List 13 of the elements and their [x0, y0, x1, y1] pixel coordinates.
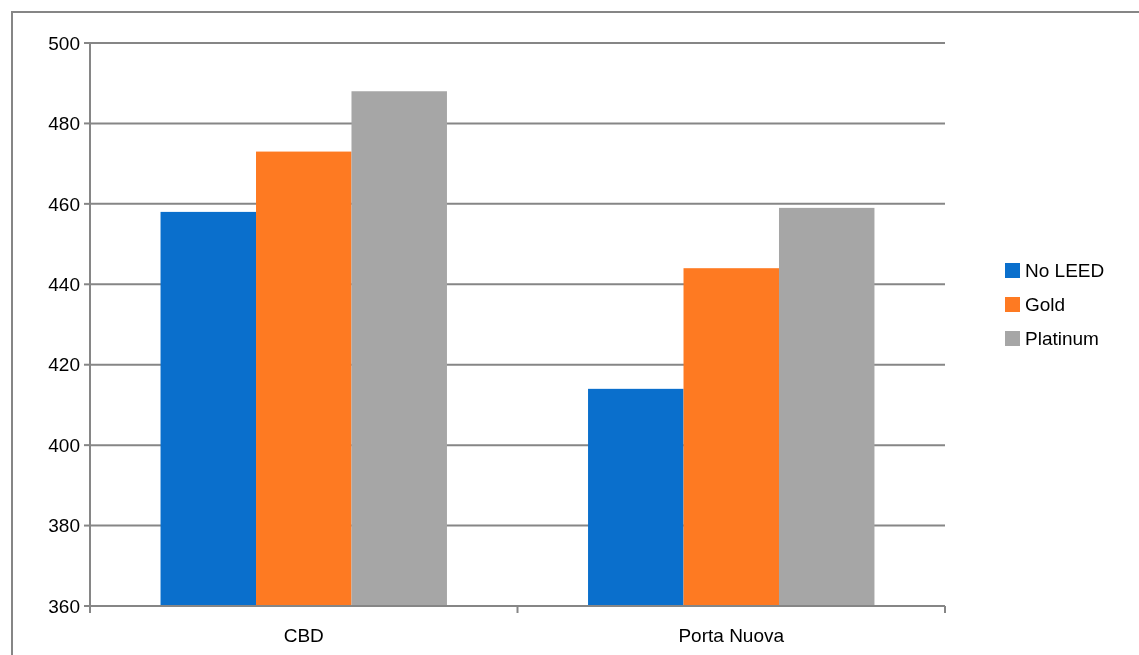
y-tick-label: 380: [48, 515, 80, 537]
legend-label: No LEED: [1025, 260, 1105, 281]
x-tick-label: Porta Nuova: [678, 625, 785, 646]
y-tick-label: 440: [48, 273, 80, 295]
x-tick-label: CBD: [283, 625, 324, 646]
y-tick-label: 360: [48, 595, 80, 617]
y-tick-label: 460: [48, 193, 80, 215]
y-tick-label: 480: [48, 113, 80, 135]
legend-label: Gold: [1025, 294, 1066, 315]
y-tick-label: 400: [48, 434, 80, 456]
y-tick-label: 500: [48, 32, 80, 54]
legend-label: Platinum: [1025, 328, 1099, 349]
y-tick-label: 420: [48, 354, 80, 376]
